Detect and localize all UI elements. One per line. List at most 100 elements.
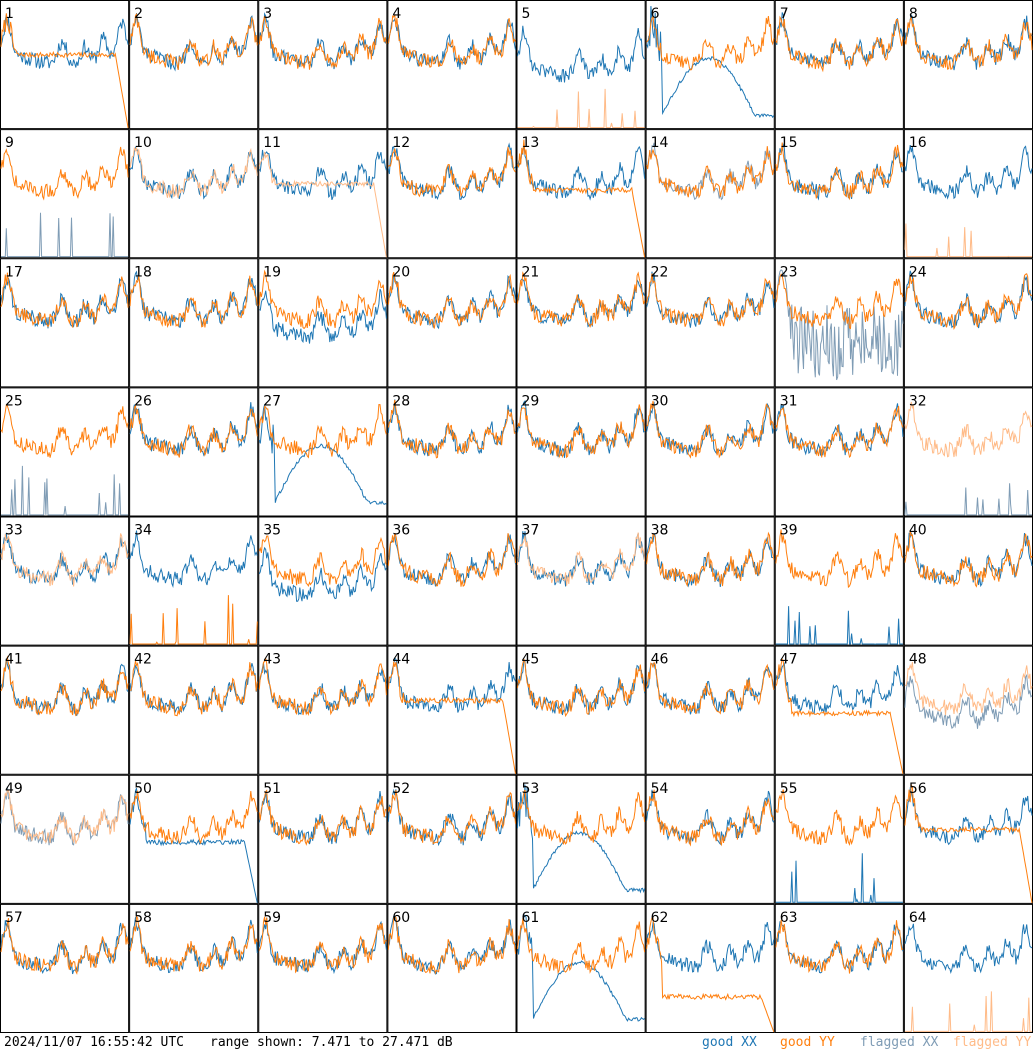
panel-label: 10 bbox=[134, 135, 152, 151]
panel-frame bbox=[0, 129, 130, 259]
panel-frame bbox=[129, 903, 259, 1033]
legend-good-yy: good YY bbox=[780, 1035, 835, 1050]
series-yy-line bbox=[517, 657, 646, 718]
series-yy-line bbox=[646, 273, 775, 327]
panel-label: 61 bbox=[522, 910, 540, 926]
series-xx-line bbox=[646, 921, 775, 973]
series-xx-line bbox=[904, 14, 1033, 71]
panel-59: 59 bbox=[258, 903, 388, 1033]
panel-label: 63 bbox=[780, 910, 798, 926]
series-yy-line bbox=[387, 533, 516, 588]
panel-30: 30 bbox=[645, 387, 775, 517]
panel-label: 43 bbox=[263, 652, 281, 668]
series-xx-line bbox=[904, 145, 1033, 200]
panel-label: 60 bbox=[392, 910, 410, 926]
panel-label: 4 bbox=[392, 6, 401, 22]
panel-frame bbox=[387, 645, 517, 775]
series-xx-line bbox=[259, 288, 387, 344]
series-yy-line bbox=[0, 403, 129, 458]
panel-35: 35 bbox=[258, 516, 388, 646]
panel-61: 61 bbox=[516, 903, 646, 1033]
panel-frame bbox=[516, 129, 646, 259]
panel-57: 57 bbox=[0, 903, 130, 1033]
panel-label: 54 bbox=[651, 781, 669, 797]
panel-frame bbox=[0, 903, 130, 1033]
series-yy-line bbox=[904, 15, 1033, 70]
panel-label: 23 bbox=[780, 264, 798, 280]
panel-8: 8 bbox=[903, 0, 1033, 130]
series-yy-line bbox=[904, 223, 1032, 258]
panel-label: 16 bbox=[909, 135, 927, 151]
panel-label: 13 bbox=[522, 135, 540, 151]
series-xx-line bbox=[258, 149, 387, 200]
panel-frame bbox=[0, 774, 130, 904]
panel-5: 5 bbox=[516, 0, 646, 130]
panel-label: 35 bbox=[263, 523, 281, 539]
series-xx-line bbox=[517, 143, 646, 201]
panel-19: 19 bbox=[258, 258, 388, 388]
panel-frame bbox=[774, 645, 904, 775]
panel-label: 52 bbox=[392, 781, 410, 797]
panel-frame bbox=[645, 645, 775, 775]
panel-34: 34 bbox=[129, 516, 259, 646]
series-yy-line bbox=[904, 530, 1033, 588]
series-xx-line bbox=[258, 12, 387, 70]
panel-frame bbox=[387, 774, 517, 904]
series-yy-line bbox=[775, 657, 904, 774]
series-yy-line bbox=[775, 142, 904, 201]
panel-60: 60 bbox=[387, 903, 517, 1033]
panel-14: 14 bbox=[645, 129, 775, 259]
panel-label: 40 bbox=[909, 523, 927, 539]
panel-frame bbox=[903, 774, 1033, 904]
series-yy-line bbox=[517, 532, 646, 586]
panel-40: 40 bbox=[903, 516, 1033, 646]
panel-23: 23 bbox=[774, 258, 904, 388]
series-yy-line bbox=[258, 656, 387, 716]
series-yy-line bbox=[775, 405, 904, 459]
series-yy-line bbox=[258, 789, 387, 846]
panel-45: 45 bbox=[516, 645, 646, 775]
panel-frame bbox=[0, 516, 130, 646]
panel-label: 6 bbox=[651, 6, 660, 22]
panel-50: 50 bbox=[129, 774, 259, 904]
series-yy-line bbox=[387, 271, 516, 329]
panel-frame bbox=[258, 387, 388, 517]
series-yy-line bbox=[129, 790, 258, 845]
series-yy-line bbox=[775, 919, 904, 974]
series-yy-line bbox=[388, 146, 516, 198]
series-xx-line bbox=[517, 913, 645, 1022]
series-yy-line bbox=[904, 991, 1032, 1032]
series-yy-line bbox=[130, 660, 258, 717]
panel-label: 5 bbox=[522, 6, 531, 22]
panel-frame bbox=[387, 516, 517, 646]
panel-label: 11 bbox=[263, 135, 281, 151]
panel-27: 27 bbox=[258, 387, 388, 517]
panel-frame bbox=[129, 645, 259, 775]
series-yy-line bbox=[0, 272, 129, 328]
series-xx-line bbox=[387, 533, 516, 587]
panel-frame bbox=[645, 387, 775, 517]
panel-22: 22 bbox=[645, 258, 775, 388]
series-yy-line bbox=[387, 916, 516, 975]
series-yy-line bbox=[904, 662, 1033, 716]
panel-frame bbox=[645, 258, 775, 388]
series-yy-line bbox=[129, 595, 258, 645]
panel-12: 12 bbox=[387, 129, 517, 259]
panel-42: 42 bbox=[129, 645, 259, 775]
panel-31: 31 bbox=[774, 387, 904, 517]
panel-frame bbox=[0, 645, 130, 775]
panel-frame bbox=[645, 129, 775, 259]
series-xx-line bbox=[0, 14, 129, 69]
legend-flagged-xx: flagged XX bbox=[860, 1035, 939, 1050]
panel-frame bbox=[258, 645, 388, 775]
panel-label: 19 bbox=[263, 264, 281, 280]
series-xx-line bbox=[646, 401, 775, 456]
panel-label: 51 bbox=[263, 781, 281, 797]
panel-frame bbox=[387, 258, 517, 388]
panel-frame bbox=[129, 258, 259, 388]
series-yy-line bbox=[646, 789, 775, 847]
timestamp: 2024/11/07 16:55:42 UTC bbox=[4, 1035, 185, 1050]
panel-frame bbox=[129, 516, 259, 646]
panel-label: 12 bbox=[392, 135, 410, 151]
panel-label: 32 bbox=[909, 393, 927, 409]
